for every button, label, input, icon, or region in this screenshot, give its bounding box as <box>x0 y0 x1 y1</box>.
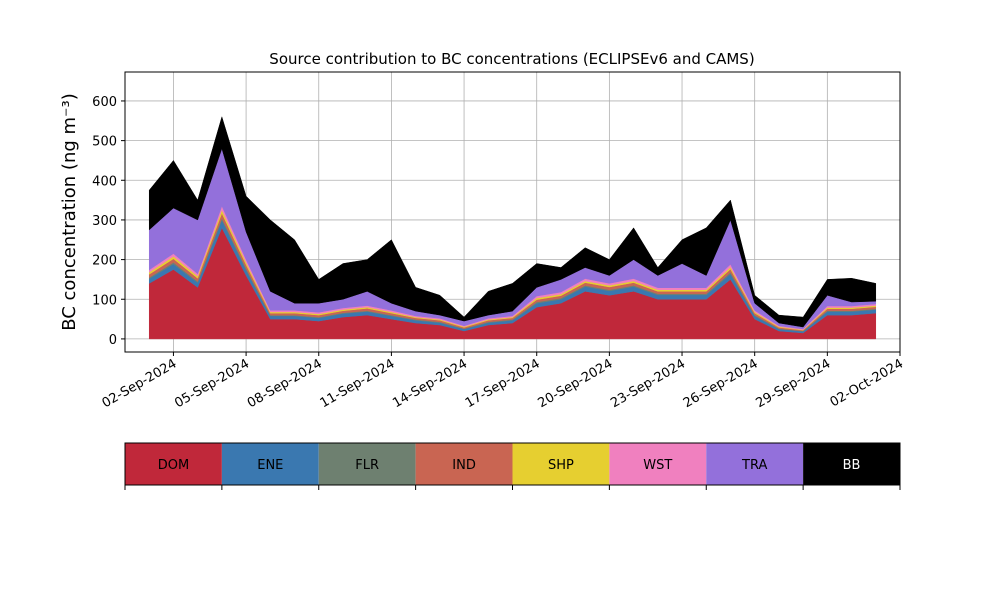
area <box>148 115 877 328</box>
legend-label: IND <box>452 458 476 473</box>
x-tick-label: 20-Sep-2024 <box>536 356 616 411</box>
x-tick-label: 17-Sep-2024 <box>463 356 543 411</box>
y-tick-label: 400 <box>92 174 117 189</box>
y-tick-label: 500 <box>92 135 117 150</box>
plot-frame <box>124 71 901 353</box>
legend-label: DOM <box>158 458 189 473</box>
legend-label: SHP <box>548 458 574 473</box>
x-tick-label: 11-Sep-2024 <box>318 356 398 411</box>
legend-swatch <box>415 443 513 485</box>
y-tick-label: 0 <box>109 333 117 348</box>
x-tick-label: 14-Sep-2024 <box>390 356 470 411</box>
y-tick-label: 100 <box>92 293 117 308</box>
legend-label: BB <box>843 458 861 473</box>
y-axis-label: BC concentration (ng m⁻³) <box>59 93 80 331</box>
legend-label: FLR <box>355 458 379 473</box>
x-tick-label: 29-Sep-2024 <box>754 356 834 411</box>
x-tick-label: 08-Sep-2024 <box>245 356 325 411</box>
legend-swatch <box>803 443 900 485</box>
legend-label: WST <box>643 458 672 473</box>
legend-swatch <box>706 443 804 485</box>
x-tick-label: 26-Sep-2024 <box>681 356 761 411</box>
chart-title: Source contribution to BC concentrations… <box>269 50 754 68</box>
x-tick-label: 02-Oct-2024 <box>828 356 906 410</box>
legend-label: TRA <box>741 458 767 473</box>
legend-swatch <box>512 443 610 485</box>
legend-swatch <box>125 443 222 485</box>
legend-swatch <box>609 443 707 485</box>
y-tick-label: 200 <box>92 254 117 269</box>
legend-swatch <box>318 443 416 485</box>
y-tick-label: 300 <box>92 214 117 229</box>
x-tick-label: 05-Sep-2024 <box>172 356 252 411</box>
legend-swatch <box>221 443 319 485</box>
y-tick-label: 600 <box>92 95 117 110</box>
x-tick-label: 23-Sep-2024 <box>608 356 688 411</box>
legend-label: ENE <box>257 458 283 473</box>
x-tick-label: 02-Sep-2024 <box>100 356 180 411</box>
legend-frame <box>124 442 901 486</box>
